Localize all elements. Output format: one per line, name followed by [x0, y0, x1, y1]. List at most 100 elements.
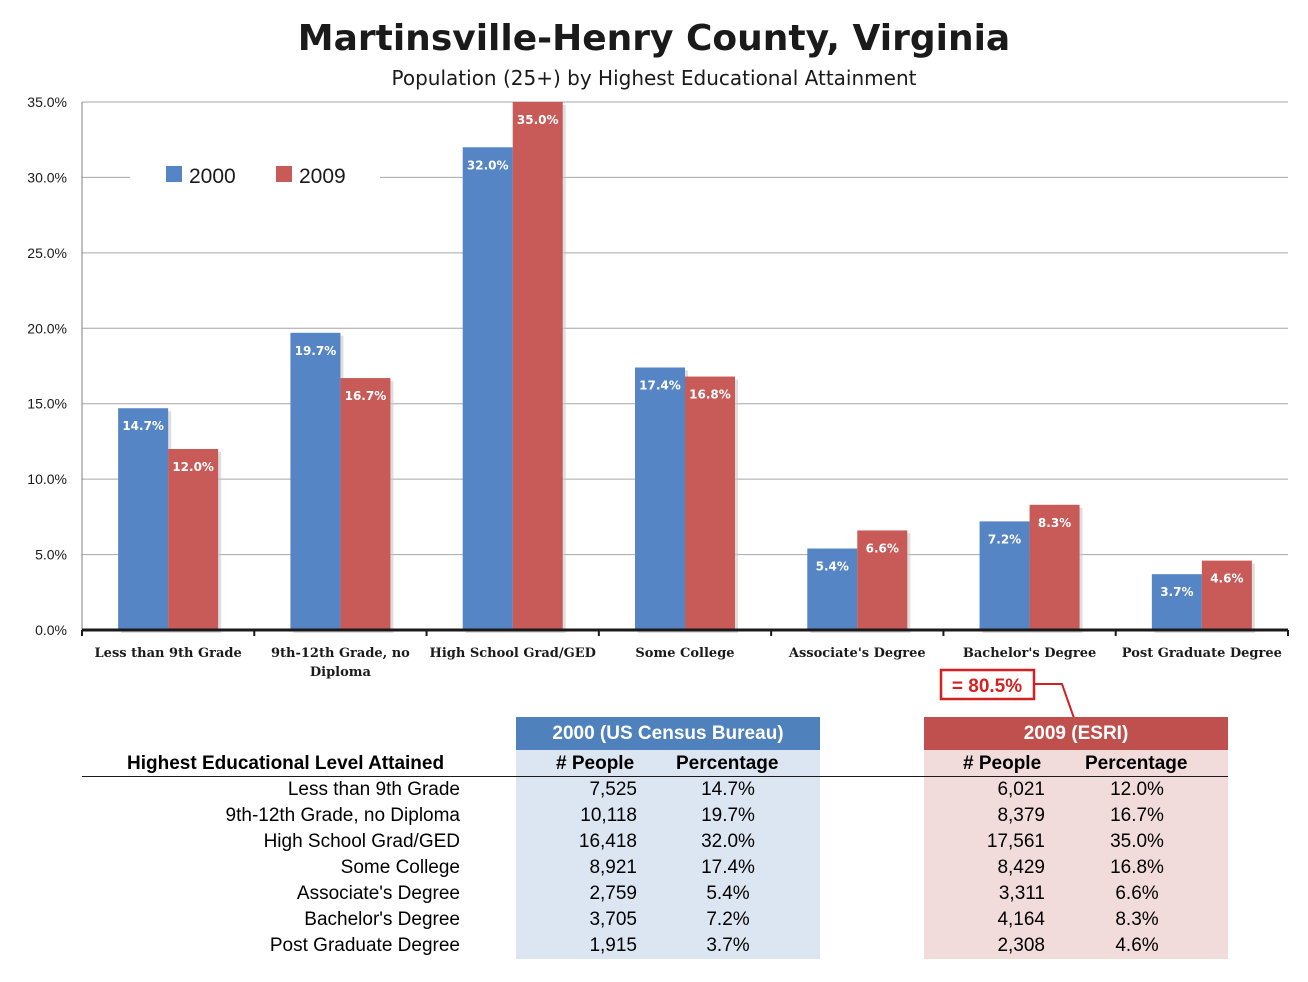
data-label: 3.7%: [1160, 585, 1193, 599]
cell-people-2000: 10,118: [580, 805, 637, 826]
bar-2000: [635, 367, 685, 630]
row-header-label: Highest Educational Level Attained: [127, 753, 445, 774]
header-rule-right: [924, 776, 1228, 777]
bar-2000: [1151, 574, 1202, 630]
data-label: 32.0%: [467, 158, 509, 172]
cell-people-2009: 3,311: [998, 883, 1045, 904]
bar-2000: [290, 332, 341, 630]
col-people-2009: # People: [963, 753, 1042, 774]
col-pct-2009: Percentage: [1085, 753, 1188, 774]
y-tick-label: 25.0%: [27, 245, 67, 261]
bar-2009: [857, 530, 908, 630]
data-label: 12.0%: [172, 460, 214, 474]
y-tick-label: 15.0%: [27, 396, 67, 412]
cell-people-2000: 3,705: [589, 909, 637, 930]
data-label: 6.6%: [866, 541, 899, 555]
x-tick-label: Bachelor's Degree: [963, 646, 1096, 661]
bar-2000: [118, 408, 169, 630]
cell-pct-2000: 7.2%: [706, 909, 750, 930]
cell-people-2000: 16,418: [578, 831, 637, 852]
cell-pct-2009: 35.0%: [1110, 831, 1164, 852]
data-label: 5.4%: [816, 560, 849, 574]
cell-people-2000: 7,525: [589, 779, 637, 800]
callout-box: [939, 668, 1036, 701]
data-label: 17.4%: [639, 379, 681, 393]
panel-2009-header: [924, 717, 1228, 750]
col-people-2000: # People: [556, 753, 635, 774]
data-label: 8.3%: [1038, 516, 1071, 530]
cell-pct-2009: 16.7%: [1110, 805, 1164, 826]
header-2000: 2000 (US Census Bureau): [552, 723, 784, 744]
cell-pct-2009: 6.6%: [1115, 883, 1159, 904]
bar-2000: [462, 147, 513, 630]
bar-2009: [340, 378, 391, 630]
row-label: Less than 9th Grade: [287, 779, 460, 800]
data-label: 16.8%: [689, 388, 731, 402]
row-label: High School Grad/GED: [263, 831, 460, 852]
y-tick-label: 5.0%: [35, 547, 67, 563]
cell-pct-2009: 8.3%: [1115, 909, 1159, 930]
chart-title: Martinsville-Henry County, Virginia: [298, 18, 1010, 59]
cell-pct-2000: 19.7%: [701, 805, 755, 826]
x-tick-label: 9th-12th Grade, no: [271, 646, 410, 661]
bar-2000: [807, 548, 858, 630]
cell-pct-2000: 3.7%: [706, 935, 750, 956]
cell-people-2009: 17,561: [986, 831, 1045, 852]
x-tick-label: Diploma: [310, 665, 372, 680]
cell-pct-2009: 16.8%: [1110, 857, 1164, 878]
panel-2000-header: [516, 717, 820, 750]
legend-label-2000: 2000: [189, 165, 236, 188]
cell-people-2009: 6,021: [997, 779, 1045, 800]
x-tick-label: Post Graduate Degree: [1122, 646, 1282, 661]
data-label: 19.7%: [295, 344, 337, 358]
bar-2009: [1201, 560, 1252, 630]
col-pct-2000: Percentage: [676, 753, 779, 774]
panel-2009: [924, 717, 1228, 959]
data-label: 35.0%: [517, 113, 559, 127]
legend-swatch-2000: [166, 166, 182, 182]
row-label: Some College: [340, 857, 460, 878]
cell-people-2009: 4,164: [997, 909, 1045, 930]
data-label: 16.7%: [345, 389, 387, 403]
bar-2009: [168, 448, 219, 630]
cell-pct-2000: 32.0%: [701, 831, 755, 852]
data-label: 14.7%: [122, 419, 164, 433]
data-label: 4.6%: [1210, 572, 1243, 586]
x-tick-label: Less than 9th Grade: [95, 646, 242, 661]
chart-subtitle: Population (25+) by Highest Educational …: [392, 66, 917, 90]
bar-2009: [1029, 504, 1080, 630]
y-tick-label: 30.0%: [27, 169, 67, 185]
header-rule-mid: [820, 776, 924, 777]
bar-2009: [512, 102, 563, 630]
cell-people-2000: 1,915: [589, 935, 637, 956]
cell-pct-2000: 17.4%: [701, 857, 755, 878]
x-tick-label: High School Grad/GED: [430, 646, 596, 661]
cell-pct-2000: 14.7%: [701, 779, 755, 800]
cell-pct-2009: 4.6%: [1115, 935, 1159, 956]
cell-people-2009: 2,308: [997, 935, 1045, 956]
y-tick-label: 10.0%: [27, 471, 67, 487]
y-tick-label: 20.0%: [27, 320, 67, 336]
row-label: Post Graduate Degree: [269, 935, 460, 956]
row-label: Bachelor's Degree: [304, 909, 460, 930]
x-tick-label: Associate's Degree: [788, 646, 926, 661]
row-label: Associate's Degree: [296, 883, 460, 904]
legend-label-2009: 2009: [299, 165, 346, 188]
cell-people-2009: 8,429: [997, 857, 1045, 878]
y-tick-label: 35.0%: [27, 94, 67, 110]
cell-pct-2000: 5.4%: [706, 883, 750, 904]
bar-2000: [979, 521, 1030, 630]
row-label: 9th-12th Grade, no Diploma: [225, 805, 460, 826]
legend-swatch-2009: [276, 166, 292, 182]
header-2009: 2009 (ESRI): [1023, 723, 1129, 744]
cell-pct-2009: 12.0%: [1110, 779, 1164, 800]
y-tick-label: 0.0%: [35, 622, 67, 638]
x-tick-label: Some College: [635, 646, 734, 661]
cell-people-2000: 8,921: [589, 857, 637, 878]
header-rule-left: [82, 776, 820, 777]
cell-people-2000: 2,759: [589, 883, 637, 904]
cell-people-2009: 8,379: [997, 805, 1045, 826]
callout-text: = 80.5%: [952, 676, 1022, 697]
panel-2000: [516, 717, 820, 959]
